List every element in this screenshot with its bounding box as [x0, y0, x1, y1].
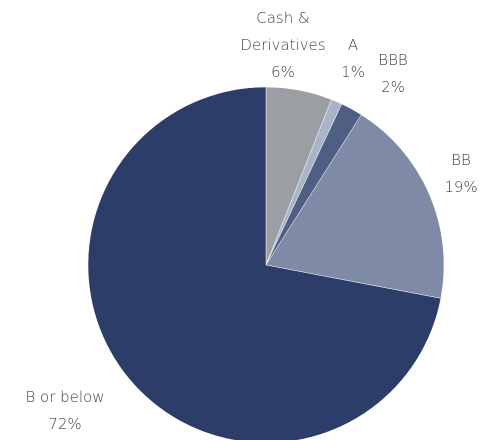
pie-slice — [265, 114, 445, 299]
slice-label: B or below 72% — [5, 384, 125, 438]
category-name: Cash & Derivatives — [240, 9, 326, 54]
value-label: 6% — [271, 63, 295, 81]
category-name: B or below — [25, 388, 105, 406]
value-label: 2% — [381, 78, 405, 96]
value-label: 72% — [48, 415, 82, 433]
pie-slice — [87, 86, 442, 440]
category-name: BB — [451, 151, 471, 169]
slice-label: BBB 2% — [368, 47, 418, 101]
slice-label: A 1% — [333, 32, 373, 86]
slice-label: BB 19% — [436, 147, 486, 201]
slice-label: Cash & Derivatives 6% — [233, 5, 333, 86]
value-label: 19% — [444, 178, 478, 196]
category-name: A — [347, 36, 359, 54]
value-label: 1% — [341, 63, 365, 81]
category-name: BBB — [378, 51, 408, 69]
